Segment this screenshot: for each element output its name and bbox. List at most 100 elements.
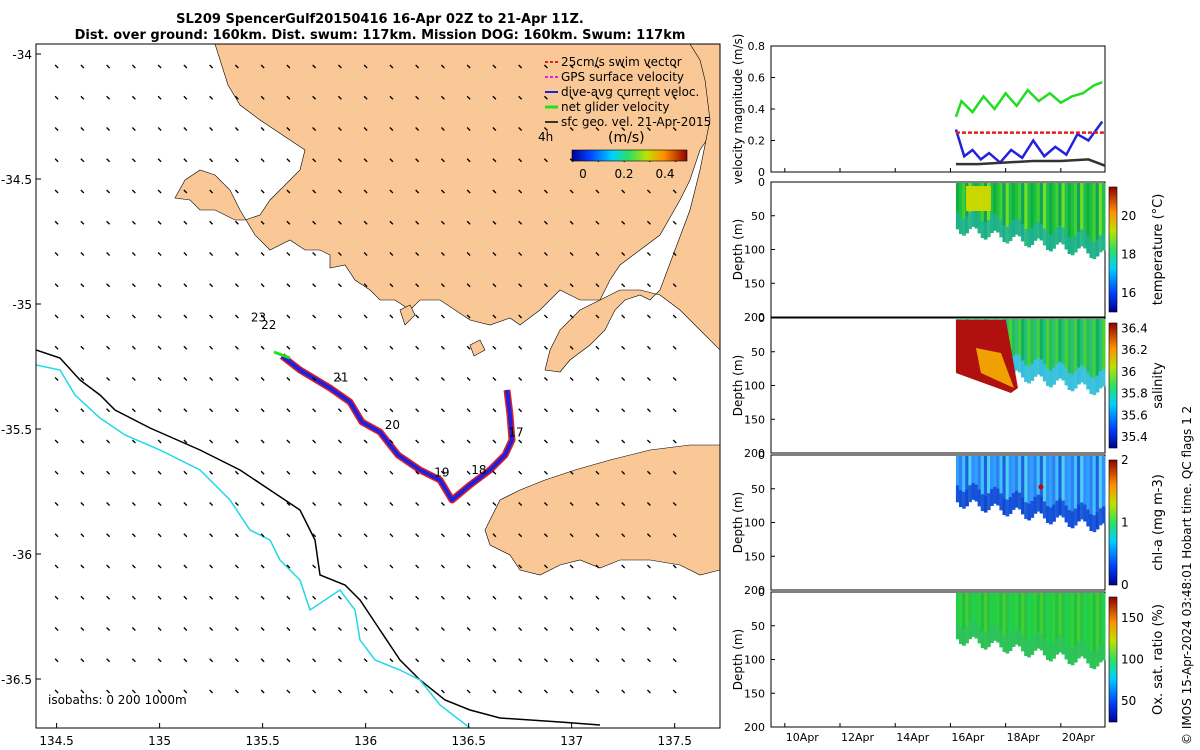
section-deep-layer — [1058, 361, 1063, 379]
geo-velocity-arrow — [389, 595, 394, 600]
geo-velocity-arrow — [183, 689, 188, 694]
section-data-column — [1064, 183, 1069, 250]
geo-velocity-arrow — [234, 252, 239, 256]
geo-velocity-arrow — [183, 252, 188, 256]
geo-velocity-arrow — [672, 470, 677, 475]
geo-velocity-arrow — [209, 189, 214, 194]
geo-velocity-arrow — [106, 158, 111, 163]
geo-velocity-arrow — [518, 408, 523, 413]
isobaths-label: isobaths: 0 200 1000m — [48, 693, 187, 707]
section-deep-layer — [1086, 372, 1090, 390]
section-data-column — [1089, 319, 1094, 394]
section-data-column — [1055, 456, 1059, 518]
section-deep-layer — [1049, 507, 1053, 525]
geo-velocity-arrow — [260, 533, 265, 538]
geo-velocity-arrow — [595, 95, 600, 100]
geo-velocity-arrow — [183, 64, 188, 69]
geo-velocity-arrow — [286, 314, 291, 319]
geo-velocity-arrow — [157, 564, 162, 569]
section-deep-layer — [980, 494, 985, 512]
section-deep-layer — [1024, 502, 1028, 520]
section-deep-layer — [977, 489, 982, 507]
geo-velocity-arrow — [595, 377, 600, 381]
geo-velocity-arrow — [621, 95, 626, 100]
geo-velocity-arrow — [415, 658, 420, 663]
geo-velocity-arrow — [543, 127, 548, 131]
section-deep-layer — [1045, 369, 1050, 387]
colorbar-label: (m/s) — [608, 130, 645, 146]
geo-velocity-arrow — [286, 283, 291, 288]
section-deep-layer — [1055, 637, 1059, 655]
geo-velocity-arrow — [492, 564, 497, 569]
geo-velocity-arrow — [569, 658, 574, 663]
section-deep-layer — [999, 220, 1004, 238]
map-colorbar — [571, 149, 688, 162]
section-deep-layer — [968, 485, 972, 503]
section-data-column — [1092, 593, 1097, 670]
legend-entry: sfc geo. vel. 21-Apr-2015 — [545, 115, 711, 129]
section-deep-layer — [1098, 508, 1103, 526]
section-deep-layer — [1064, 642, 1069, 660]
geo-velocity-arrow — [415, 252, 420, 256]
geo-velocity-arrow — [234, 314, 239, 319]
section-data-column — [1101, 183, 1106, 251]
geo-velocity-arrow — [672, 658, 677, 663]
geo-velocity-arrow — [157, 689, 162, 694]
colorbar-tick-label: 35.8 — [1121, 387, 1148, 401]
section-deep-layer — [1014, 353, 1019, 371]
section-data-column — [1061, 593, 1066, 655]
section-data-column — [1049, 319, 1053, 388]
section-data-column — [974, 593, 979, 639]
geo-velocity-arrow — [646, 564, 651, 569]
section-deep-layer — [965, 626, 969, 644]
section-deep-layer — [1014, 217, 1019, 235]
geo-velocity-arrow — [209, 627, 214, 631]
geo-velocity-arrow — [543, 377, 548, 381]
geo-velocity-arrow — [80, 470, 85, 475]
geo-velocity-arrow — [415, 533, 420, 538]
geo-velocity-arrow — [646, 533, 651, 538]
section-deep-layer — [1049, 370, 1053, 388]
geo-velocity-arrow — [363, 283, 368, 288]
geo-velocity-arrow — [621, 252, 626, 256]
section-data-column — [1098, 183, 1103, 253]
legend-label: dive-avg current veloc. — [561, 85, 699, 99]
section-deep-layer — [962, 491, 966, 509]
geo-velocity-arrow — [286, 220, 291, 225]
geo-velocity-arrow — [415, 189, 420, 194]
geo-velocity-arrow — [54, 345, 59, 350]
geo-velocity-arrow — [466, 64, 471, 69]
geo-velocity-arrow — [209, 127, 214, 131]
geo-velocity-arrow — [569, 470, 574, 475]
geo-velocity-arrow — [260, 377, 265, 381]
geo-velocity-arrow — [440, 533, 445, 538]
section-deep-layer — [1036, 357, 1041, 375]
geo-velocity-arrow — [80, 64, 85, 69]
geo-velocity-arrow — [492, 689, 497, 694]
geo-velocity-arrow — [389, 345, 394, 350]
colorbar-tick-label: 35.4 — [1121, 430, 1148, 444]
geo-velocity-arrow — [621, 627, 626, 631]
geo-velocity-arrow — [440, 627, 445, 631]
geo-velocity-arrow — [312, 127, 317, 131]
geo-velocity-arrow — [646, 189, 651, 194]
geo-velocity-arrow — [363, 564, 368, 569]
geo-velocity-arrow — [337, 595, 342, 600]
geo-velocity-arrow — [569, 595, 574, 600]
geo-velocity-arrow — [234, 345, 239, 350]
section-data-column — [1086, 456, 1090, 527]
section-data-column — [1042, 456, 1047, 519]
section-colorbar — [1108, 596, 1118, 723]
section-data-column — [1049, 456, 1053, 525]
legend-entry: dive-avg current veloc. — [545, 85, 699, 99]
geo-velocity-arrow — [312, 314, 317, 319]
land-kangaroo-island — [484, 444, 720, 576]
geo-velocity-arrow — [466, 470, 471, 475]
geo-velocity-arrow — [337, 689, 342, 694]
geo-velocity-arrow — [646, 314, 651, 319]
geo-velocity-arrow — [492, 377, 497, 381]
colorbar-tick-label: 36.4 — [1121, 321, 1148, 335]
geo-velocity-arrow — [466, 408, 471, 413]
geo-velocity-arrow — [183, 158, 188, 163]
section-deep-layer — [983, 222, 988, 240]
